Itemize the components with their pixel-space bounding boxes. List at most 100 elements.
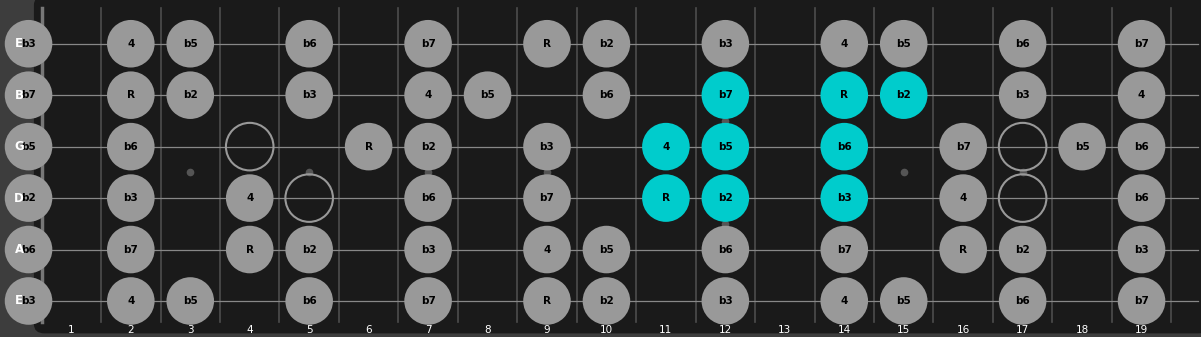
Ellipse shape (701, 226, 749, 273)
Text: b5: b5 (480, 90, 495, 100)
Text: 4: 4 (127, 39, 135, 49)
Text: b6: b6 (1134, 142, 1149, 152)
Text: 4: 4 (960, 193, 967, 203)
Text: R: R (960, 245, 967, 254)
Ellipse shape (524, 123, 570, 171)
Ellipse shape (167, 277, 214, 325)
Text: 15: 15 (897, 325, 910, 335)
Ellipse shape (405, 71, 452, 119)
Ellipse shape (820, 226, 868, 273)
Ellipse shape (167, 20, 214, 67)
Text: 2: 2 (127, 325, 135, 335)
Text: 7: 7 (425, 325, 431, 335)
Text: b2: b2 (22, 193, 36, 203)
Ellipse shape (5, 226, 53, 273)
Text: b3: b3 (22, 296, 36, 306)
Text: b6: b6 (599, 90, 614, 100)
Text: b7: b7 (837, 245, 852, 254)
Ellipse shape (701, 71, 749, 119)
Text: b3: b3 (718, 296, 733, 306)
Ellipse shape (1118, 277, 1165, 325)
Ellipse shape (286, 277, 333, 325)
Text: b3: b3 (22, 39, 36, 49)
Ellipse shape (5, 20, 53, 67)
Text: b3: b3 (837, 193, 852, 203)
Ellipse shape (167, 71, 214, 119)
Text: b5: b5 (599, 245, 614, 254)
Text: 16: 16 (956, 325, 969, 335)
Ellipse shape (1118, 226, 1165, 273)
Ellipse shape (939, 226, 987, 273)
Text: b7: b7 (718, 90, 733, 100)
Text: b3: b3 (539, 142, 555, 152)
Ellipse shape (226, 174, 274, 222)
Ellipse shape (1118, 20, 1165, 67)
Ellipse shape (524, 174, 570, 222)
Text: b2: b2 (718, 193, 733, 203)
Text: 8: 8 (484, 325, 491, 335)
Ellipse shape (405, 174, 452, 222)
Ellipse shape (701, 174, 749, 222)
Text: b7: b7 (22, 90, 36, 100)
Ellipse shape (582, 71, 631, 119)
Text: b2: b2 (599, 39, 614, 49)
Text: b7: b7 (1134, 39, 1149, 49)
Text: 12: 12 (718, 325, 731, 335)
Text: E: E (16, 37, 23, 50)
Ellipse shape (999, 71, 1046, 119)
Ellipse shape (5, 71, 53, 119)
Text: B: B (14, 89, 24, 102)
Text: b5: b5 (896, 39, 912, 49)
Ellipse shape (5, 174, 53, 222)
Ellipse shape (524, 20, 570, 67)
Text: b6: b6 (837, 142, 852, 152)
Text: b2: b2 (599, 296, 614, 306)
Text: b6: b6 (1134, 193, 1149, 203)
Text: 4: 4 (424, 90, 432, 100)
Text: b6: b6 (301, 296, 317, 306)
Ellipse shape (880, 20, 927, 67)
Text: 4: 4 (662, 142, 670, 152)
Ellipse shape (107, 277, 155, 325)
Text: A: A (14, 243, 24, 256)
Text: b3: b3 (301, 90, 317, 100)
Text: b7: b7 (1134, 296, 1149, 306)
Text: b2: b2 (896, 90, 912, 100)
Ellipse shape (405, 277, 452, 325)
Ellipse shape (5, 123, 53, 171)
Ellipse shape (107, 71, 155, 119)
Text: 4: 4 (841, 296, 848, 306)
Text: b5: b5 (183, 39, 198, 49)
Text: 1: 1 (68, 325, 74, 335)
Text: b5: b5 (22, 142, 36, 152)
Ellipse shape (939, 174, 987, 222)
Text: b6: b6 (22, 245, 36, 254)
Text: b5: b5 (183, 296, 198, 306)
Ellipse shape (880, 277, 927, 325)
Text: 14: 14 (837, 325, 850, 335)
Ellipse shape (286, 226, 333, 273)
Ellipse shape (820, 277, 868, 325)
Text: b7: b7 (420, 296, 436, 306)
Text: R: R (662, 193, 670, 203)
Ellipse shape (524, 277, 570, 325)
Text: b5: b5 (896, 296, 912, 306)
Ellipse shape (286, 71, 333, 119)
Text: 6: 6 (365, 325, 372, 335)
Text: b5: b5 (1075, 142, 1089, 152)
Text: 9: 9 (544, 325, 550, 335)
Text: 4: 4 (543, 245, 551, 254)
Ellipse shape (286, 20, 333, 67)
Text: 18: 18 (1075, 325, 1089, 335)
Ellipse shape (582, 226, 631, 273)
Ellipse shape (107, 20, 155, 67)
Ellipse shape (701, 277, 749, 325)
Text: 10: 10 (599, 325, 613, 335)
Ellipse shape (880, 71, 927, 119)
Ellipse shape (820, 123, 868, 171)
Text: b3: b3 (1015, 90, 1030, 100)
Text: R: R (127, 90, 135, 100)
Text: 4: 4 (127, 296, 135, 306)
Text: b2: b2 (1015, 245, 1030, 254)
Ellipse shape (1118, 123, 1165, 171)
